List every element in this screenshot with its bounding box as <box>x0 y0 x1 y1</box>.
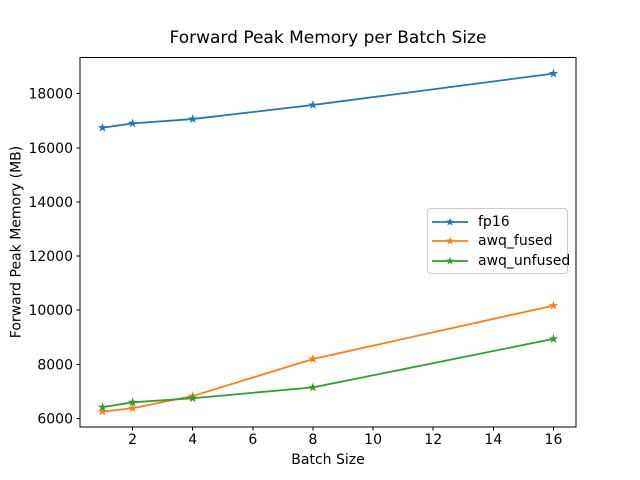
x-tick-label: 16 <box>545 432 563 448</box>
awq-unfused-line-sample-icon <box>432 256 468 265</box>
fp16-marker <box>187 114 198 124</box>
awq_unfused-marker <box>97 402 108 412</box>
fp16-marker <box>548 68 559 78</box>
awq_fused-marker <box>127 403 138 413</box>
plot-border <box>79 57 577 428</box>
y-tick-label: 12000 <box>28 249 73 265</box>
awq_fused-marker <box>548 300 559 310</box>
fp16-marker <box>127 118 138 128</box>
fp16-marker <box>308 99 318 110</box>
fp16-line <box>101 72 555 129</box>
legend-entry-awq-unfused: awq_unfused <box>432 252 571 269</box>
awq_fused-line <box>101 304 555 413</box>
awq_unfused-marker <box>548 333 559 343</box>
awq_unfused-marker <box>187 393 198 403</box>
awq_unfused-marker <box>308 382 318 392</box>
awq_fused-marker <box>308 353 318 364</box>
legend-entry-awq-fused: awq_fused <box>432 234 567 248</box>
legend-label-fp16: fp16 <box>478 213 510 230</box>
legend-entry-fp16: fp16 <box>432 215 567 229</box>
legend-label-awq-fused: awq_fused <box>478 233 553 249</box>
x-axis-label: Batch Size <box>291 452 365 468</box>
chart-title: Forward Peak Memory per Batch Size <box>169 28 487 48</box>
awq-fused-line-sample-icon <box>432 236 468 245</box>
fp16-line-sample-icon <box>432 217 468 226</box>
x-tick-label: 12 <box>424 432 442 448</box>
y-tick-label: 16000 <box>28 141 73 157</box>
y-axis-label-text: Forward Peak Memory (MB) <box>8 145 25 339</box>
y-tick-label: 18000 <box>28 87 73 103</box>
awq_fused-marker <box>97 406 108 416</box>
x-tick-label: 2 <box>128 432 137 448</box>
y-tick-label: 8000 <box>37 357 73 373</box>
x-tick-label: 14 <box>484 432 502 448</box>
y-tick-label: 10000 <box>28 303 73 319</box>
y-tick-label: 6000 <box>37 412 73 428</box>
legend: fp16 awq_fused awq_unfused <box>427 208 571 274</box>
x-tick-label: 10 <box>364 432 382 448</box>
fp16-marker <box>97 122 108 132</box>
y-tick-label: 14000 <box>28 195 73 211</box>
legend-label-awq-unfused: awq_unfused <box>478 252 571 269</box>
awq_unfused-line <box>101 338 555 409</box>
x-tick-label: 8 <box>309 432 318 448</box>
awq_unfused-marker <box>127 397 138 407</box>
x-tick-label: 6 <box>248 432 257 448</box>
x-tick-label: 4 <box>188 432 197 448</box>
